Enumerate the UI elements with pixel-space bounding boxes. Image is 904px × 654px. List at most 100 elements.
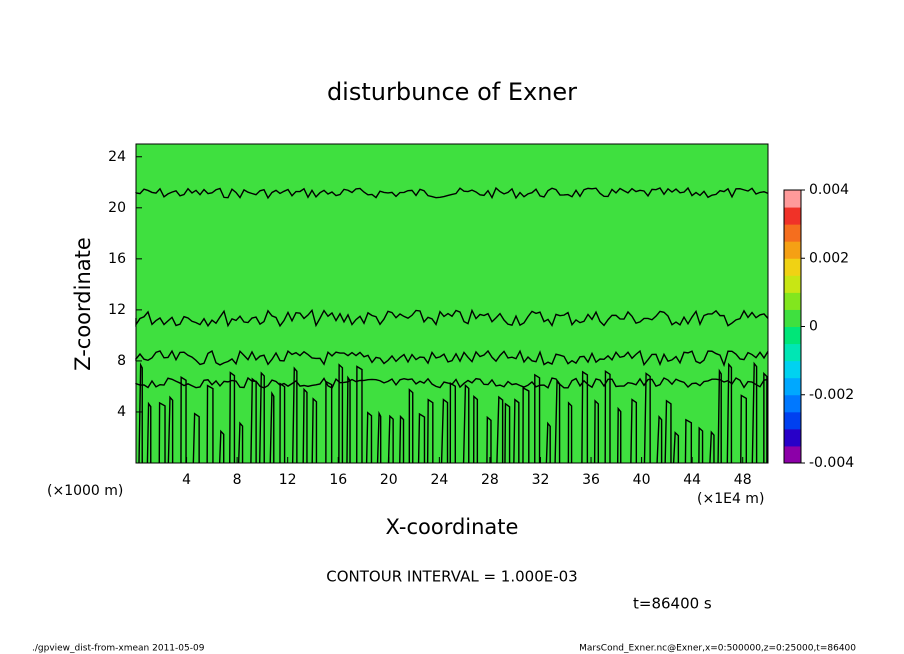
y-axis-label: Z-coordinate — [71, 237, 95, 371]
colorbar-tick-label: 0.004 — [809, 182, 849, 198]
x-tick-label: 20 — [380, 472, 398, 488]
contour-line — [643, 372, 651, 464]
footer-right: MarsCond_Exner.nc@Exner,x=0:500000,z=0:2… — [579, 644, 856, 654]
contour-line — [426, 398, 434, 464]
colorbar-band — [784, 445, 801, 464]
contour-line — [192, 412, 200, 464]
contour-line — [684, 418, 693, 464]
y-tick-label: 24 — [108, 149, 126, 165]
colorbar-band — [784, 394, 801, 413]
contour-line — [291, 366, 298, 464]
colorbar-band — [784, 343, 801, 362]
contour-line — [763, 371, 768, 464]
x-axis-label: X-coordinate — [386, 515, 519, 539]
contour-line — [135, 308, 769, 328]
contour-line — [325, 380, 333, 464]
colorbar-band — [784, 207, 801, 225]
contour-line — [664, 399, 672, 464]
contour-line — [135, 349, 769, 368]
x-unit-label: (×1000 m) — [47, 483, 123, 499]
x-tick-label: 24 — [430, 472, 448, 488]
contour-field — [136, 144, 768, 463]
contour-line — [486, 415, 492, 464]
contour-line — [630, 398, 638, 464]
contour-line — [259, 371, 265, 464]
contour-line — [279, 382, 286, 464]
x-tick-label: 48 — [734, 472, 752, 488]
colorbar-band — [784, 377, 801, 396]
contour-line — [554, 379, 561, 464]
footer-left: ./gpview_dist-from-xmean 2011-05-09 — [32, 644, 205, 654]
contour-line — [449, 382, 457, 464]
contour-line — [206, 384, 214, 464]
colorbar-band — [784, 309, 801, 327]
contour-line — [218, 429, 225, 464]
contour-line — [656, 415, 663, 464]
contour-line — [302, 387, 308, 464]
colorbar-band — [784, 360, 801, 379]
contour-line — [581, 370, 589, 464]
time-label: t=86400 s — [633, 595, 712, 613]
y-tick-label: 16 — [108, 251, 126, 267]
colorbar-tick-label: -0.002 — [809, 387, 854, 403]
contour-line — [496, 395, 504, 464]
contour-line — [250, 377, 257, 464]
colorbar-tick-label: -0.004 — [809, 455, 854, 471]
contour-line — [237, 421, 244, 464]
colorbar-tick-label: 0 — [809, 319, 818, 335]
contour-line — [604, 370, 611, 464]
colorbar-band — [784, 258, 801, 276]
colorbar-band — [784, 428, 801, 447]
contour-line — [616, 406, 622, 464]
contour-line — [269, 390, 275, 464]
contour-line — [387, 414, 394, 464]
x-unit-label: (×1E4 m) — [697, 491, 764, 507]
contour-line — [726, 362, 733, 464]
y-tick-label: 4 — [117, 404, 126, 420]
contour-line — [311, 397, 318, 464]
contour-line — [440, 398, 449, 464]
contour-line — [740, 394, 747, 464]
chart-title: disturbunce of Exner — [327, 78, 577, 106]
contour-line — [158, 401, 166, 464]
colorbar-band — [784, 241, 801, 259]
contour-line — [717, 368, 722, 464]
colorbar-band — [784, 224, 801, 242]
contour-line — [229, 371, 236, 464]
contour-line — [751, 361, 758, 464]
x-tick-label: 12 — [279, 472, 297, 488]
contour-line — [346, 375, 351, 464]
contour-line — [408, 388, 414, 464]
x-tick-label: 4 — [182, 472, 191, 488]
contour-line — [399, 414, 405, 464]
contour-line — [534, 373, 541, 464]
colorbar-band — [784, 411, 801, 430]
x-tick-label: 36 — [582, 472, 600, 488]
contour-line — [545, 421, 551, 464]
contour-line — [338, 363, 344, 464]
x-tick-label: 8 — [233, 472, 242, 488]
colorbar-band — [784, 326, 801, 345]
x-tick-label: 16 — [329, 472, 347, 488]
contour-line — [567, 401, 573, 464]
contour-line — [709, 430, 715, 464]
contour-line — [504, 402, 511, 464]
colorbar-band — [784, 190, 801, 208]
contour-line — [167, 395, 174, 464]
contour-interval: CONTOUR INTERVAL = 1.000E-03 — [326, 568, 577, 586]
contour-line — [180, 376, 187, 464]
y-tick-label: 8 — [117, 353, 126, 369]
contour-line — [462, 383, 470, 464]
x-tick-label: 44 — [683, 472, 701, 488]
y-tick-label: 20 — [108, 200, 126, 216]
plot-frame — [135, 143, 769, 464]
contour-line — [593, 399, 600, 464]
contour-line — [698, 426, 704, 464]
contour-line — [356, 365, 363, 464]
contour-line — [522, 386, 530, 464]
x-tick-label: 40 — [633, 472, 651, 488]
colorbar-band — [784, 292, 801, 310]
contour-line — [365, 411, 373, 464]
contour-line — [513, 398, 520, 464]
